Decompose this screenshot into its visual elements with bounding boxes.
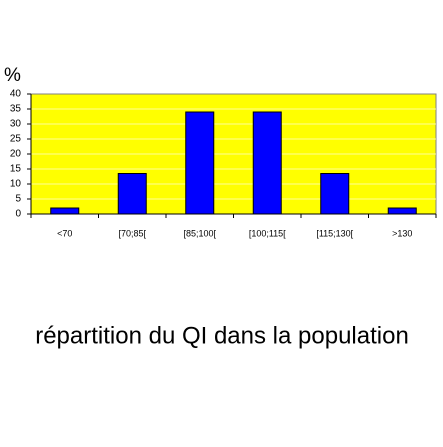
y-tick-label: 30: [10, 119, 22, 130]
x-tick-label: <70: [57, 228, 72, 238]
x-tick-label: [100;115[: [249, 228, 286, 238]
y-tick-label: 35: [10, 104, 22, 115]
y-tick-label: 40: [10, 89, 22, 100]
y-tick-label: 5: [15, 194, 21, 205]
bar: [252, 111, 282, 215]
bar: [117, 173, 147, 215]
x-tick-label: [70;85[: [118, 228, 146, 238]
y-tick-label: 25: [10, 134, 22, 145]
y-tick-label: 15: [10, 164, 22, 175]
chart-title: répartition du QI dans la population: [35, 322, 409, 349]
x-tick-label: [115;130[: [316, 228, 353, 238]
y-tick-label: 0: [15, 209, 21, 220]
bar: [320, 173, 350, 215]
y-axis-label: %: [4, 65, 21, 86]
y-tick-label: 20: [10, 149, 22, 160]
x-tick-label: [85;100[: [183, 228, 216, 238]
bar: [50, 207, 80, 215]
bar: [387, 207, 417, 215]
x-tick-label: >130: [392, 228, 412, 238]
y-tick-label: 10: [10, 179, 22, 190]
bar: [185, 111, 215, 215]
